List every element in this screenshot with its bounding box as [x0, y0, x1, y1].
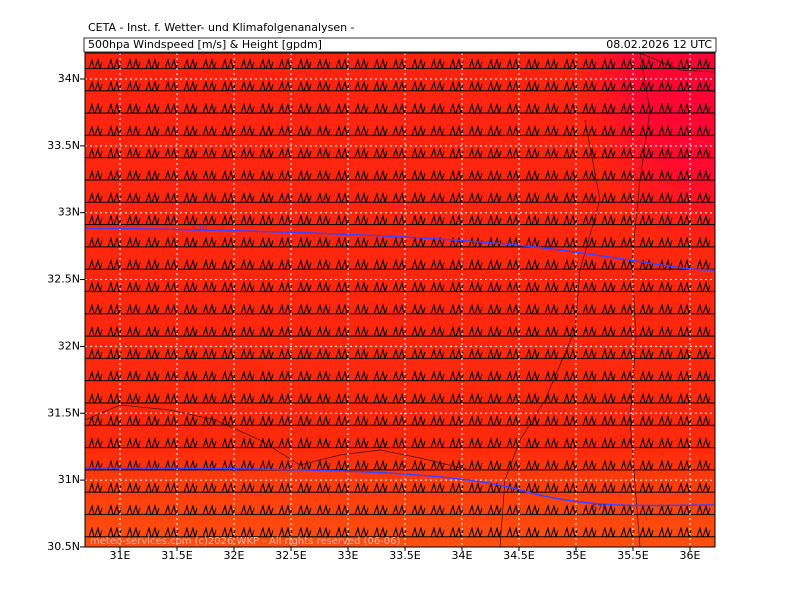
- lon-label: 32.5E: [275, 549, 306, 562]
- contour-label: 575: [592, 504, 607, 513]
- wind-barbs: [85, 53, 715, 547]
- map: 570 575 575 meteo-services.com (c)2026 W…: [85, 53, 715, 547]
- contour-label: 575: [222, 465, 237, 474]
- lon-label: 34E: [452, 549, 473, 562]
- title: CETA - Inst. f. Wetter- und Klimafolgena…: [88, 21, 355, 34]
- axis-labels: 34N 33.5N 33N 32.5N 32N 31.5N 31N 30.5N 31E 31.5E…: [47, 72, 700, 562]
- lon-label: 31E: [110, 549, 131, 562]
- map-frame: [84, 52, 716, 548]
- contour-575: [85, 467, 715, 507]
- contour-570: [85, 227, 715, 271]
- graticule: [85, 53, 715, 547]
- date: 08.02.2026 12 UTC: [606, 38, 712, 51]
- lon-label: 36E: [680, 549, 701, 562]
- lat-label: 34N: [58, 72, 80, 85]
- lat-label: 33N: [58, 206, 80, 219]
- lon-label: 31.5E: [161, 549, 192, 562]
- contour-label: 570: [192, 225, 207, 234]
- subtitle-box: [83, 37, 717, 53]
- lat-label: 31N: [58, 473, 80, 486]
- lat-label: 33.5N: [47, 139, 80, 152]
- lon-label: 34.5E: [503, 549, 534, 562]
- lat-label: 32.5N: [47, 273, 80, 286]
- lat-label: 31.5N: [47, 406, 80, 419]
- lon-label: 35E: [566, 549, 587, 562]
- lon-label: 32E: [224, 549, 245, 562]
- lon-label: 33.5E: [389, 549, 420, 562]
- footer: meteo-services.com (c)2026 WKP - All rig…: [90, 536, 401, 547]
- subtitle: 500hpa Windspeed [m/s] & Height [gpdm]: [88, 38, 322, 51]
- lon-label: 35.5E: [617, 549, 648, 562]
- lat-label: 30.5N: [47, 540, 80, 553]
- lon-label: 33E: [338, 549, 359, 562]
- lat-label: 32N: [58, 339, 80, 352]
